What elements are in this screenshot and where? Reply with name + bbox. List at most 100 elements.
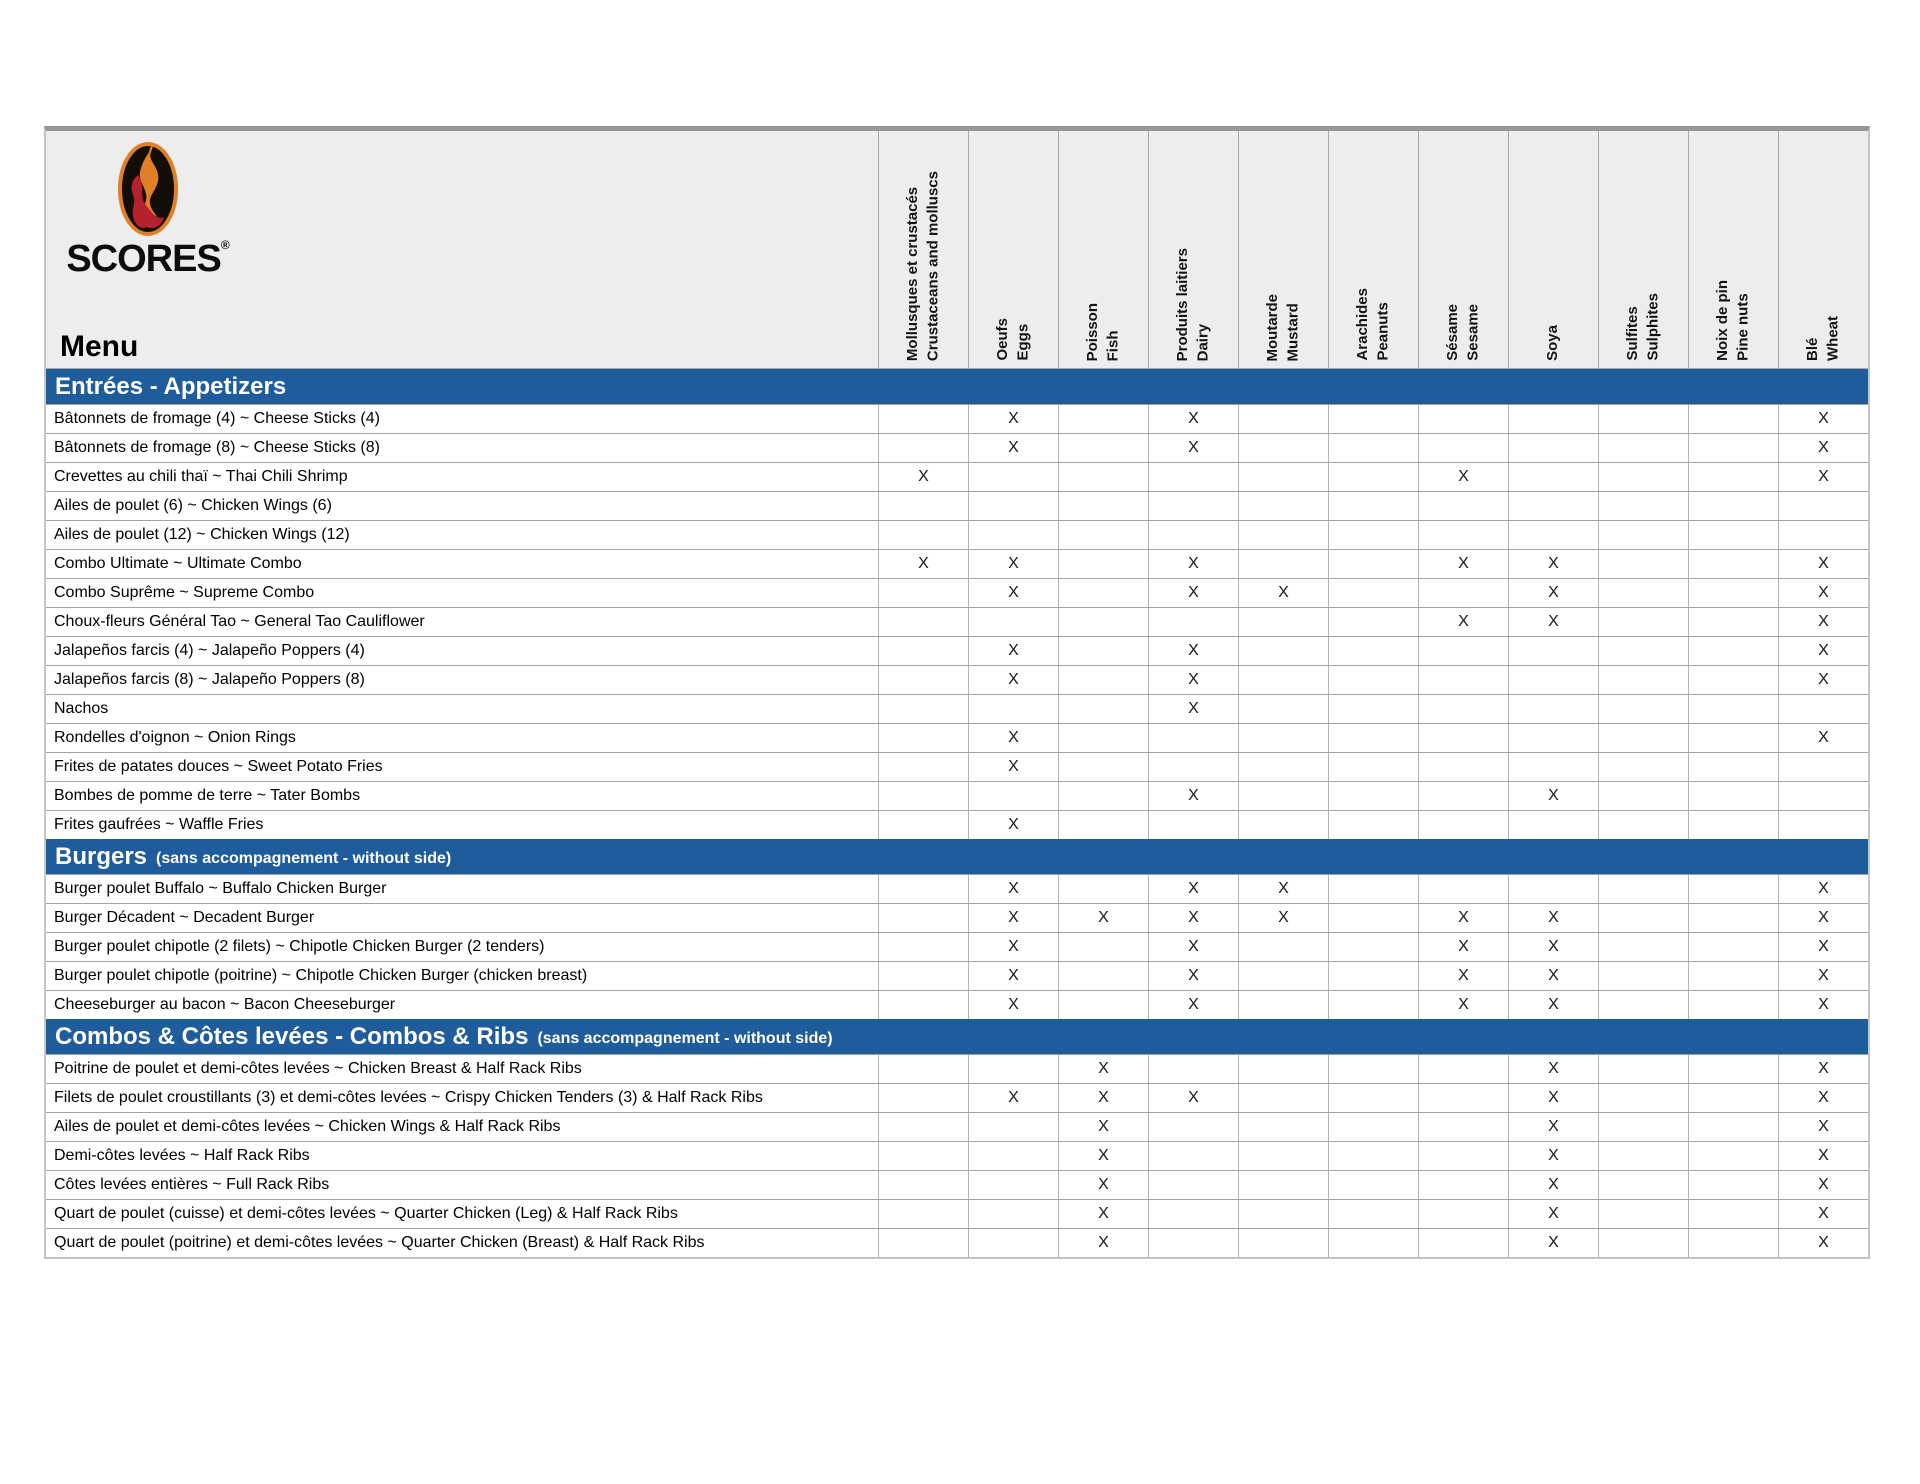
item-name: Poitrine de poulet et demi-côtes levées … bbox=[54, 1060, 582, 1077]
mark-cell-eggs: X bbox=[968, 962, 1058, 990]
mark-cell-sulphites bbox=[1598, 550, 1688, 578]
item-name: Demi-côtes levées ~ Half Rack Ribs bbox=[54, 1147, 310, 1164]
mark-cell-peanuts bbox=[1328, 753, 1418, 781]
mark-cell-fish bbox=[1058, 550, 1148, 578]
table-header-row: SCORES® Menu Mollusques et crustacés Crus… bbox=[46, 131, 1868, 369]
mark-cell-pine_nuts bbox=[1688, 1113, 1778, 1141]
item-name: Burger poulet chipotle (2 filets) ~ Chip… bbox=[54, 938, 545, 955]
item-name: Cheeseburger au bacon ~ Bacon Cheeseburg… bbox=[54, 996, 396, 1013]
mark-cell-fish bbox=[1058, 811, 1148, 839]
mark-cell-sulphites bbox=[1598, 904, 1688, 932]
item-name: Côtes levées entières ~ Full Rack Ribs bbox=[54, 1176, 330, 1193]
mark-cell-peanuts bbox=[1328, 1229, 1418, 1257]
mark-cell-soy: X bbox=[1508, 608, 1598, 636]
mark-cell-mustard bbox=[1238, 521, 1328, 549]
mark-cell-peanuts bbox=[1328, 666, 1418, 694]
item-name: Ailes de poulet (12) ~ Chicken Wings (12… bbox=[54, 526, 350, 543]
mark-cell-pine_nuts bbox=[1688, 666, 1778, 694]
column-header-en: Dairy bbox=[1194, 323, 1212, 361]
mark-cell-fish bbox=[1058, 405, 1148, 433]
mark-cell-mustard bbox=[1238, 782, 1328, 810]
mark-cell-molluscs bbox=[878, 753, 968, 781]
menu-row: Cheeseburger au bacon ~ Bacon Cheeseburg… bbox=[46, 990, 1868, 1019]
mark-cell-sesame: X bbox=[1418, 933, 1508, 961]
mark-cell-molluscs bbox=[878, 521, 968, 549]
mark-cell-dairy bbox=[1148, 1142, 1238, 1170]
mark-cell-molluscs: X bbox=[878, 550, 968, 578]
mark-cell-eggs bbox=[968, 521, 1058, 549]
mark-cell-sesame: X bbox=[1418, 608, 1508, 636]
menu-row: Frites gaufrées ~ Waffle Fries X bbox=[46, 810, 1868, 839]
column-header-label-eggs: Oeufs Eggs bbox=[993, 318, 1034, 368]
mark-cell-eggs: X bbox=[968, 637, 1058, 665]
mark-cell-sulphites bbox=[1598, 753, 1688, 781]
mark-cell-wheat: X bbox=[1778, 991, 1868, 1019]
mark-cell-sulphites bbox=[1598, 1229, 1688, 1257]
mark-cell-eggs bbox=[968, 782, 1058, 810]
mark-cell-wheat: X bbox=[1778, 637, 1868, 665]
column-header-label-pine_nuts: Noix de pin Pine nuts bbox=[1713, 280, 1754, 368]
mark-cell-wheat: X bbox=[1778, 904, 1868, 932]
mark-cell-molluscs bbox=[878, 724, 968, 752]
item-name: Ailes de poulet (6) ~ Chicken Wings (6) bbox=[54, 497, 332, 514]
mark-cell-molluscs bbox=[878, 1171, 968, 1199]
item-name: Burger poulet chipotle (poitrine) ~ Chip… bbox=[54, 967, 588, 984]
menu-row: Frites de patates douces ~ Sweet Potato … bbox=[46, 752, 1868, 781]
mark-cell-peanuts bbox=[1328, 904, 1418, 932]
mark-cell-fish bbox=[1058, 521, 1148, 549]
section-header: Entrées - Appetizers bbox=[46, 369, 1868, 404]
mark-cell-eggs: X bbox=[968, 811, 1058, 839]
mark-cell-sesame bbox=[1418, 1142, 1508, 1170]
mark-cell-mustard bbox=[1238, 1171, 1328, 1199]
mark-cell-soy bbox=[1508, 724, 1598, 752]
mark-cell-sulphites bbox=[1598, 405, 1688, 433]
mark-cell-sesame bbox=[1418, 579, 1508, 607]
mark-cell-sesame bbox=[1418, 811, 1508, 839]
mark-cell-mustard bbox=[1238, 991, 1328, 1019]
menu-row: Bâtonnets de fromage (8) ~ Cheese Sticks… bbox=[46, 433, 1868, 462]
item-name: Combo Suprême ~ Supreme Combo bbox=[54, 584, 315, 601]
mark-cell-wheat bbox=[1778, 753, 1868, 781]
mark-cell-dairy bbox=[1148, 608, 1238, 636]
menu-title: Menu bbox=[60, 330, 139, 363]
mark-cell-dairy: X bbox=[1148, 637, 1238, 665]
mark-cell-mustard bbox=[1238, 463, 1328, 491]
mark-cell-peanuts bbox=[1328, 933, 1418, 961]
mark-cell-soy: X bbox=[1508, 933, 1598, 961]
mark-cell-sesame: X bbox=[1418, 962, 1508, 990]
column-header-mustard: Moutarde Mustard bbox=[1238, 131, 1328, 368]
column-header-en: Sulphites bbox=[1644, 293, 1662, 361]
mark-cell-pine_nuts bbox=[1688, 811, 1778, 839]
mark-cell-wheat: X bbox=[1778, 1200, 1868, 1228]
mark-cell-sulphites bbox=[1598, 875, 1688, 903]
mark-cell-eggs: X bbox=[968, 933, 1058, 961]
mark-cell-molluscs: X bbox=[878, 463, 968, 491]
mark-cell-pine_nuts bbox=[1688, 637, 1778, 665]
mark-cell-molluscs bbox=[878, 666, 968, 694]
item-name: Choux-fleurs Général Tao ~ General Tao C… bbox=[54, 613, 425, 630]
mark-cell-mustard bbox=[1238, 434, 1328, 462]
mark-cell-eggs bbox=[968, 695, 1058, 723]
mark-cell-dairy: X bbox=[1148, 579, 1238, 607]
column-header-fr: Blé bbox=[1804, 337, 1822, 361]
menu-row: Filets de poulet croustillants (3) et de… bbox=[46, 1083, 1868, 1112]
item-name: Nachos bbox=[54, 700, 109, 717]
column-header-fr: Arachides bbox=[1354, 288, 1372, 361]
mark-cell-fish bbox=[1058, 666, 1148, 694]
mark-cell-sulphites bbox=[1598, 991, 1688, 1019]
mark-cell-mustard bbox=[1238, 1113, 1328, 1141]
mark-cell-pine_nuts bbox=[1688, 782, 1778, 810]
scores-flame-logo-icon bbox=[118, 142, 178, 236]
mark-cell-dairy: X bbox=[1148, 695, 1238, 723]
mark-cell-fish bbox=[1058, 753, 1148, 781]
mark-cell-pine_nuts bbox=[1688, 724, 1778, 752]
section-header: Combos & Côtes levées - Combos & Ribs (sa… bbox=[46, 1019, 1868, 1054]
mark-cell-eggs bbox=[968, 1200, 1058, 1228]
mark-cell-peanuts bbox=[1328, 463, 1418, 491]
item-name: Jalapeños farcis (8) ~ Jalapeño Poppers … bbox=[54, 671, 365, 688]
mark-cell-eggs bbox=[968, 1055, 1058, 1083]
mark-cell-sulphites bbox=[1598, 1171, 1688, 1199]
mark-cell-dairy: X bbox=[1148, 875, 1238, 903]
menu-row: Côtes levées entières ~ Full Rack Ribs X X… bbox=[46, 1170, 1868, 1199]
item-name: Bâtonnets de fromage (8) ~ Cheese Sticks… bbox=[54, 439, 380, 456]
